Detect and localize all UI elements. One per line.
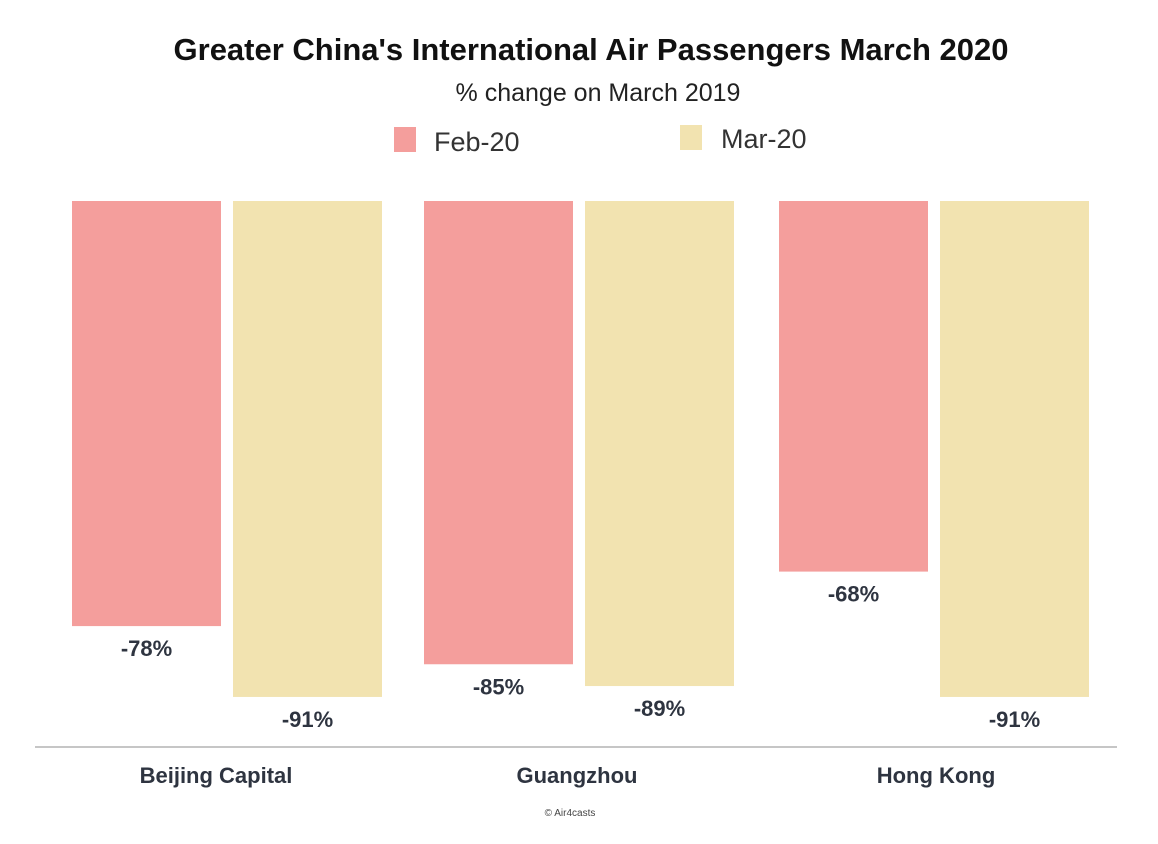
- legend-swatch-mar-20: [680, 125, 702, 150]
- category-label-beijing-capital: Beijing Capital: [140, 763, 293, 788]
- legend-label-mar-20: Mar-20: [721, 124, 807, 154]
- bar-hong-kong-feb-20: [779, 201, 928, 572]
- legend-swatch-feb-20: [394, 127, 416, 152]
- value-labels-layer: -78% -91% -85% -89% -68% -91%: [121, 582, 1040, 732]
- value-label-guangzhou-feb-20: -85%: [473, 674, 524, 699]
- category-label-guangzhou: Guangzhou: [517, 763, 638, 788]
- value-label-beijing-capital-feb-20: -78%: [121, 636, 172, 661]
- chart-credit: © Air4casts: [545, 808, 596, 819]
- bar-hong-kong-mar-20: [940, 201, 1089, 697]
- bar-beijing-capital-feb-20: [72, 201, 221, 627]
- bar-beijing-capital-mar-20: [233, 201, 382, 697]
- bar-guangzhou-feb-20: [424, 201, 573, 665]
- value-label-beijing-capital-mar-20: -91%: [282, 707, 333, 732]
- legend-label-feb-20: Feb-20: [434, 127, 520, 157]
- bar-guangzhou-mar-20: [585, 201, 734, 687]
- value-label-hong-kong-mar-20: -91%: [989, 707, 1040, 732]
- bars-layer: [72, 201, 1089, 697]
- value-label-hong-kong-feb-20: -68%: [828, 582, 879, 607]
- chart-title: Greater China's International Air Passen…: [174, 32, 1009, 67]
- category-label-hong-kong: Hong Kong: [877, 763, 996, 788]
- chart-subtitle: % change on March 2019: [456, 79, 741, 107]
- value-label-guangzhou-mar-20: -89%: [634, 696, 685, 721]
